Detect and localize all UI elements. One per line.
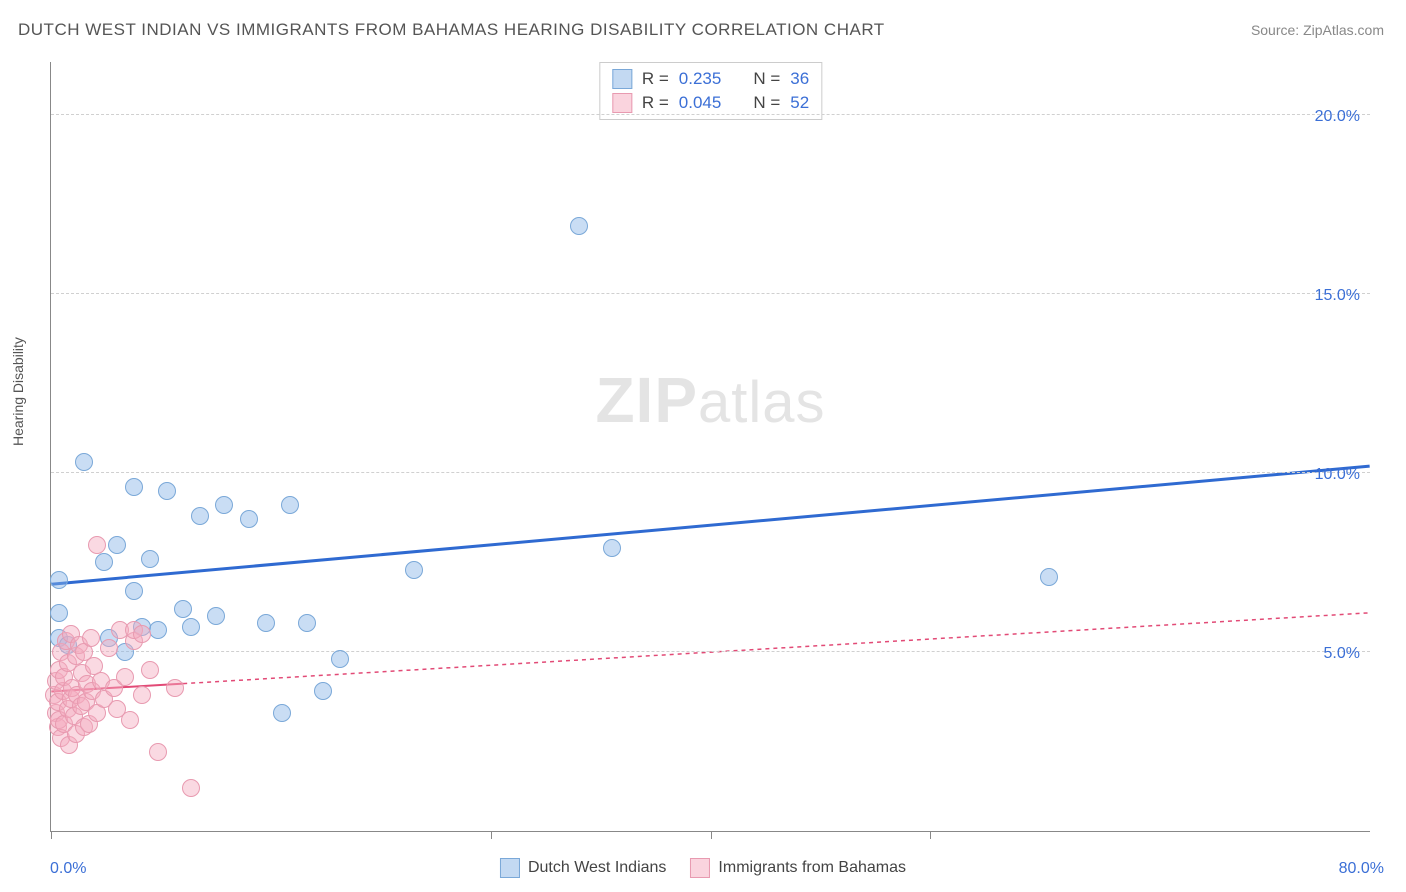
y-tick-label: 5.0% <box>1324 645 1360 663</box>
data-point <box>125 582 143 600</box>
data-point <box>133 686 151 704</box>
data-point <box>121 711 139 729</box>
data-point <box>100 639 118 657</box>
data-point <box>149 621 167 639</box>
gridline <box>51 472 1370 473</box>
data-point <box>133 625 151 643</box>
x-tick <box>930 831 931 839</box>
data-point <box>88 536 106 554</box>
data-point <box>141 550 159 568</box>
x-tick <box>711 831 712 839</box>
legend-row: R = 0.235 N = 36 <box>612 67 809 91</box>
data-point <box>570 217 588 235</box>
watermark-bold: ZIP <box>595 364 698 436</box>
legend-series-label: Immigrants from Bahamas <box>718 859 906 877</box>
legend-n-value: 36 <box>790 69 809 89</box>
data-point <box>182 779 200 797</box>
data-point <box>182 618 200 636</box>
legend-series: Dutch West Indians Immigrants from Baham… <box>500 858 906 878</box>
x-tick <box>51 831 52 839</box>
data-point <box>240 510 258 528</box>
data-point <box>191 507 209 525</box>
legend-item: Immigrants from Bahamas <box>690 858 906 878</box>
data-point <box>116 668 134 686</box>
data-point <box>273 704 291 722</box>
legend-r-value: 0.045 <box>679 93 722 113</box>
data-point <box>257 614 275 632</box>
source-label: Source: ZipAtlas.com <box>1251 22 1384 38</box>
legend-swatch <box>500 858 520 878</box>
data-point <box>108 536 126 554</box>
gridline <box>51 651 1370 652</box>
watermark: ZIPatlas <box>595 363 825 437</box>
data-point <box>281 496 299 514</box>
legend-item: Dutch West Indians <box>500 858 666 878</box>
legend-series-label: Dutch West Indians <box>528 859 666 877</box>
trend-lines <box>51 62 1370 831</box>
x-axis-max-label: 80.0% <box>1339 860 1384 878</box>
legend-swatch <box>612 93 632 113</box>
y-tick-label: 15.0% <box>1315 287 1360 305</box>
gridline <box>51 114 1370 115</box>
y-tick-label: 10.0% <box>1315 466 1360 484</box>
data-point <box>174 600 192 618</box>
data-point <box>314 682 332 700</box>
legend-swatch <box>690 858 710 878</box>
legend-n-label: N = <box>753 69 780 89</box>
x-axis-min-label: 0.0% <box>50 860 86 878</box>
data-point <box>95 553 113 571</box>
legend-swatch <box>612 69 632 89</box>
legend-r-label: R = <box>642 93 669 113</box>
data-point <box>149 743 167 761</box>
watermark-rest: atlas <box>698 370 826 435</box>
data-point <box>50 571 68 589</box>
legend-row: R = 0.045 N = 52 <box>612 91 809 115</box>
data-point <box>405 561 423 579</box>
data-point <box>50 604 68 622</box>
data-point <box>82 629 100 647</box>
data-point <box>75 453 93 471</box>
plot-area: ZIPatlas R = 0.235 N = 36 R = 0.045 N = … <box>50 62 1370 832</box>
legend-n-label: N = <box>753 93 780 113</box>
data-point <box>207 607 225 625</box>
data-point <box>125 478 143 496</box>
y-tick-label: 20.0% <box>1315 108 1360 126</box>
chart-title: DUTCH WEST INDIAN VS IMMIGRANTS FROM BAH… <box>18 20 885 40</box>
data-point <box>158 482 176 500</box>
legend-n-value: 52 <box>790 93 809 113</box>
legend-r-label: R = <box>642 69 669 89</box>
y-axis-label: Hearing Disability <box>10 337 26 446</box>
legend-r-value: 0.235 <box>679 69 722 89</box>
data-point <box>603 539 621 557</box>
data-point <box>215 496 233 514</box>
data-point <box>166 679 184 697</box>
data-point <box>298 614 316 632</box>
x-tick <box>491 831 492 839</box>
data-point <box>1040 568 1058 586</box>
gridline <box>51 293 1370 294</box>
data-point <box>141 661 159 679</box>
legend-correlation: R = 0.235 N = 36 R = 0.045 N = 52 <box>599 62 822 120</box>
data-point <box>331 650 349 668</box>
